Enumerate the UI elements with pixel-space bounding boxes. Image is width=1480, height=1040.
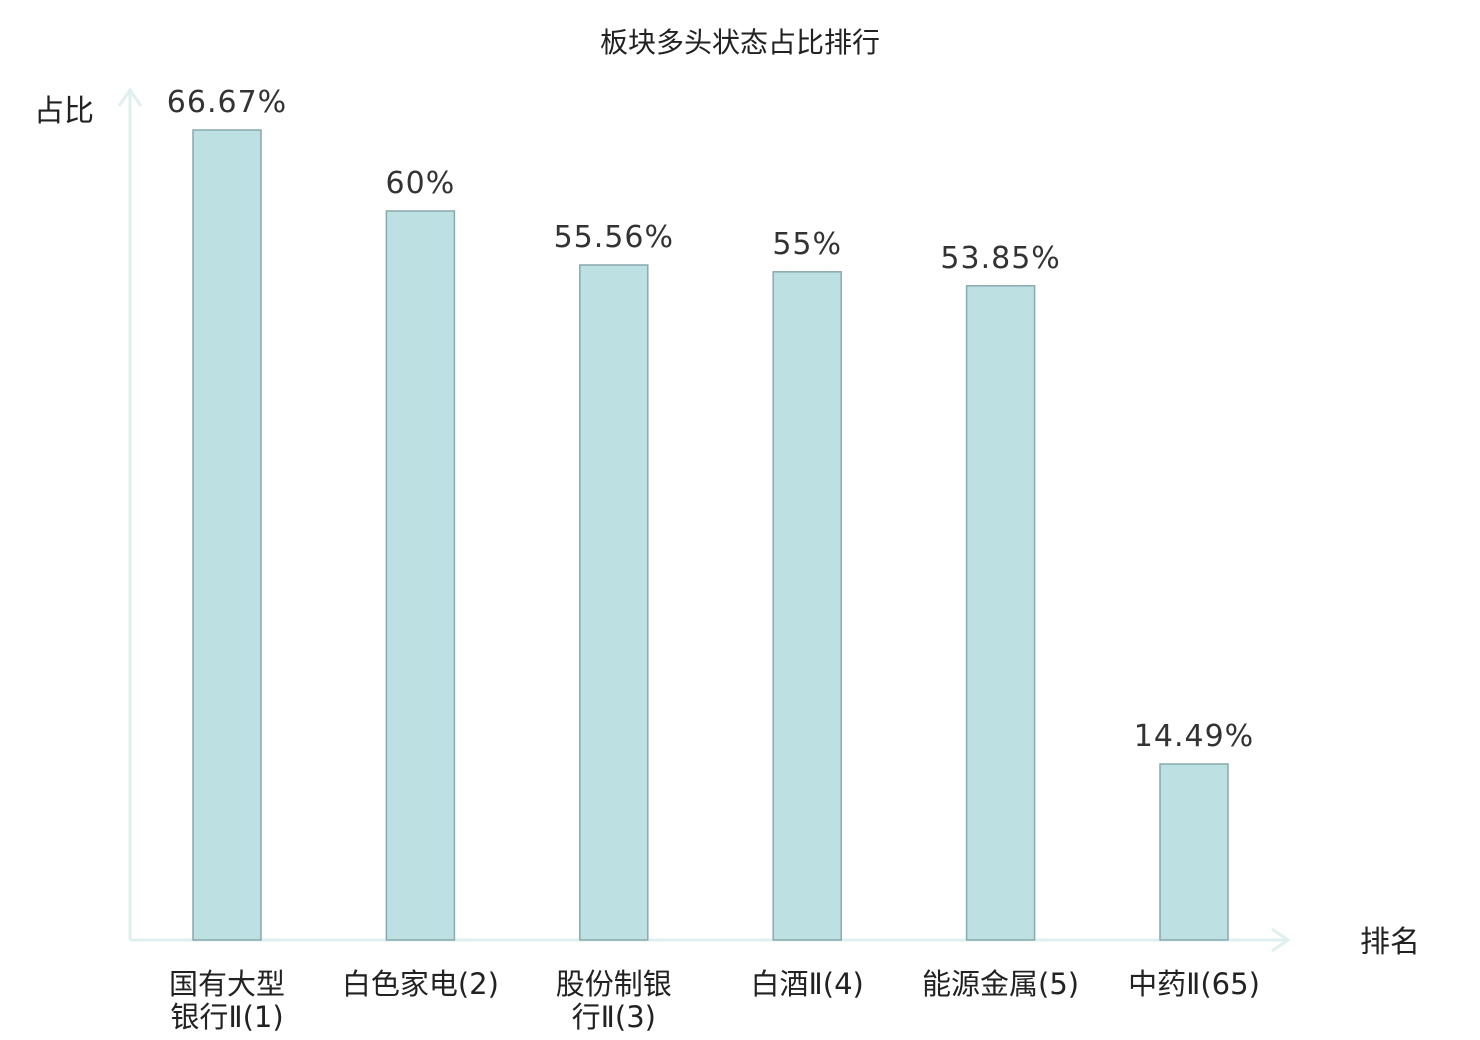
x-tick-label: 国有大型 [169,967,285,1001]
bar [192,129,262,941]
data-label: 66.67% [167,85,287,120]
x-axis-label: 排名 [1360,925,1420,960]
y-axis-label: 占比 [34,94,94,129]
x-tick-label: 白色家电(2) [342,967,499,1001]
chart-title: 板块多头状态占比排行 [600,26,880,59]
y-axis-arrow-icon [117,87,143,107]
x-tick-label: 中药Ⅱ(65) [1128,967,1260,1001]
bar [579,264,649,941]
data-label: 53.85% [940,241,1060,276]
bar [772,271,842,941]
data-label: 55% [772,227,842,262]
x-tick-label: 能源金属(5) [922,967,1079,1001]
bar [1159,763,1229,941]
x-axis-arrow-icon [1271,927,1291,953]
x-tick-label: 银行Ⅱ(1) [170,1000,283,1034]
data-label: 14.49% [1134,719,1254,754]
bar [965,285,1036,941]
data-labels: 66.67% 60% 55.56% 55% 53.85% 14.49% [167,85,1254,754]
data-label: 55.56% [554,220,674,255]
x-tick-label: 股份制银 [556,967,672,1001]
x-tick-label: 白酒Ⅱ(4) [751,967,864,1001]
x-tick-label: 行Ⅱ(3) [572,1000,656,1034]
bar [385,210,456,941]
data-label: 60% [386,166,456,201]
bar-series [192,129,1229,941]
